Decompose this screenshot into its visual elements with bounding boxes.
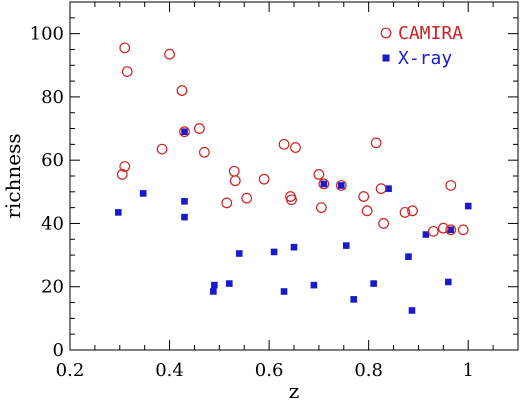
camira-point <box>315 202 327 214</box>
y-tick-label: 80 <box>41 87 64 108</box>
x-axis-label: z <box>289 379 300 403</box>
camira-point <box>445 224 457 236</box>
camira-point <box>278 138 290 150</box>
camira-point <box>313 169 325 180</box>
data-points <box>114 42 472 314</box>
camira-point <box>427 225 439 237</box>
legend-marker-xray <box>382 54 390 62</box>
xray-point <box>464 202 472 210</box>
xray-point <box>337 182 345 189</box>
x-tick-label: 0.4 <box>155 360 184 381</box>
camira-point <box>407 205 418 217</box>
camira-point <box>358 191 370 202</box>
y-tick-label: 20 <box>41 277 64 298</box>
camira-point <box>176 85 188 96</box>
xray-point <box>320 180 328 188</box>
camira-point <box>164 48 175 60</box>
y-tick-label: 0 <box>53 340 64 361</box>
camira-point <box>290 142 301 153</box>
legend-marker-camira <box>380 27 392 39</box>
x-tick-label: 1 <box>462 360 473 381</box>
camira-point <box>361 205 373 217</box>
camira-point <box>286 194 297 206</box>
x-tick-label: 0.2 <box>56 360 85 381</box>
camira-point <box>399 206 411 218</box>
xray-point <box>235 250 243 257</box>
xray-point <box>350 296 358 303</box>
xray-point <box>210 288 217 295</box>
camira-point <box>194 123 205 134</box>
xray-point <box>280 288 288 295</box>
y-tick-label: 60 <box>41 150 64 171</box>
xray-point <box>139 190 147 197</box>
camira-point <box>335 180 347 191</box>
camira-point <box>116 169 128 180</box>
xray-point <box>290 243 298 251</box>
y-tick-label: 40 <box>41 213 64 234</box>
xray-point <box>370 280 377 287</box>
xray-point <box>225 280 233 287</box>
xray-point <box>270 248 278 256</box>
camira-point <box>198 146 210 158</box>
camira-point <box>241 192 253 204</box>
x-tick-label: 0.8 <box>354 360 383 381</box>
xray-point <box>342 242 350 249</box>
camira-point <box>437 222 449 234</box>
camira-point <box>221 197 233 209</box>
camira-point <box>121 66 133 77</box>
camira-point <box>370 137 382 149</box>
camira-point <box>445 180 457 191</box>
xray-point <box>405 253 412 260</box>
camira-point <box>375 183 387 195</box>
xray-point <box>181 213 188 221</box>
camira-point <box>119 161 131 172</box>
y-tick-label: 100 <box>30 24 64 45</box>
xray-point <box>385 185 392 192</box>
legend-label-camira: CAMIRA <box>398 23 463 44</box>
xray-point <box>181 198 188 205</box>
camira-point <box>119 42 131 54</box>
y-axis-label: richness <box>1 133 25 218</box>
axis-tick-labels: 0.2 0.4 0.6 0.8 1 0 20 40 60 80 100 <box>30 24 474 381</box>
xray-point <box>211 281 218 289</box>
xray-point <box>310 281 318 289</box>
xray-point <box>422 231 430 238</box>
camira-point <box>179 126 190 138</box>
camira-point <box>156 143 168 155</box>
x-tick-label: 0.6 <box>255 360 284 381</box>
camira-point <box>258 173 270 185</box>
axis-ticks <box>69 1 519 351</box>
camira-point <box>457 224 469 236</box>
xray-point <box>445 278 452 286</box>
camira-point <box>229 175 241 187</box>
legend: CAMIRA X-ray <box>380 23 463 69</box>
camira-point <box>228 165 240 177</box>
legend-label-xray: X-ray <box>398 48 452 69</box>
camira-point <box>318 178 330 190</box>
xray-point <box>447 226 455 234</box>
xray-point <box>408 307 416 314</box>
xray-point <box>181 128 188 136</box>
xray-point <box>114 209 122 216</box>
camira-point <box>378 218 390 229</box>
